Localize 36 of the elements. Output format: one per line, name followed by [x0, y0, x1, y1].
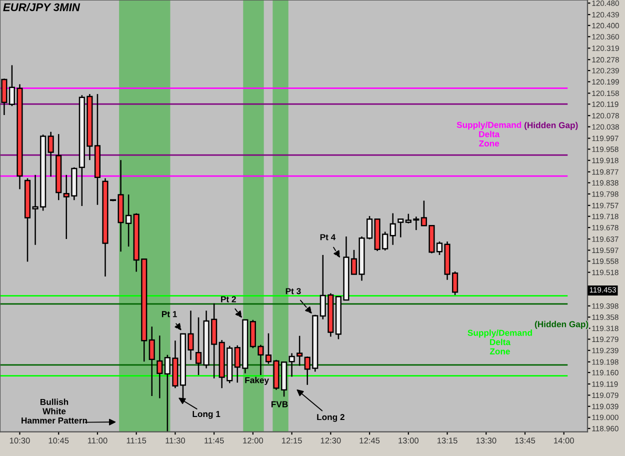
annotation: (Hidden Gap) [524, 122, 578, 130]
x-tick-label: 12:45 [360, 438, 380, 444]
x-tick-label: 11:30 [166, 438, 186, 444]
annotation: (Hidden Gap) [534, 320, 588, 329]
x-tick-label: 12:30 [320, 438, 341, 444]
candlestick [156, 334, 163, 399]
x-tick-label: 10:45 [48, 438, 69, 444]
candlestick [148, 326, 155, 397]
annotation: FVB [271, 401, 288, 408]
x-tick-label: 11:45 [204, 438, 224, 444]
x-tick-label: 12:00 [243, 438, 264, 444]
annotation: Fakey [245, 376, 269, 385]
candlestick [48, 131, 54, 178]
x-tick-label: 13:45 [515, 438, 536, 444]
x-tick-label: 12:15 [282, 438, 302, 444]
annotation: Pt 2 [221, 296, 236, 302]
candlestick [398, 218, 404, 238]
chart-title: EUR/JPY 3MIN [3, 3, 80, 12]
x-tick-label: 11:00 [88, 438, 108, 444]
x-tick-label: 14:00 [554, 438, 574, 444]
x-tick-label: 13:30 [476, 438, 496, 444]
annotation: Long 1 [192, 411, 220, 419]
annotation: Supply/Demand Delta Zone [468, 330, 532, 354]
annotation: Bullish White Hammer Pattern [22, 398, 87, 424]
candlestick [195, 316, 202, 376]
annotation: Pt 4 [320, 234, 336, 240]
annotation: Pt 1 [162, 311, 177, 318]
annotation: Pt 3 [286, 288, 301, 294]
candlestick [390, 212, 396, 246]
x-tick-label: 13:00 [398, 438, 419, 444]
annotation: Long 2 [317, 414, 344, 422]
annotation: Supply/Demand Delta Zone [456, 122, 522, 146]
x-tick-label: 11:15 [126, 438, 146, 444]
x-tick-label: 10:30 [10, 438, 30, 444]
x-tick-label: 13:15 [437, 438, 458, 444]
candlestick [1, 78, 8, 116]
